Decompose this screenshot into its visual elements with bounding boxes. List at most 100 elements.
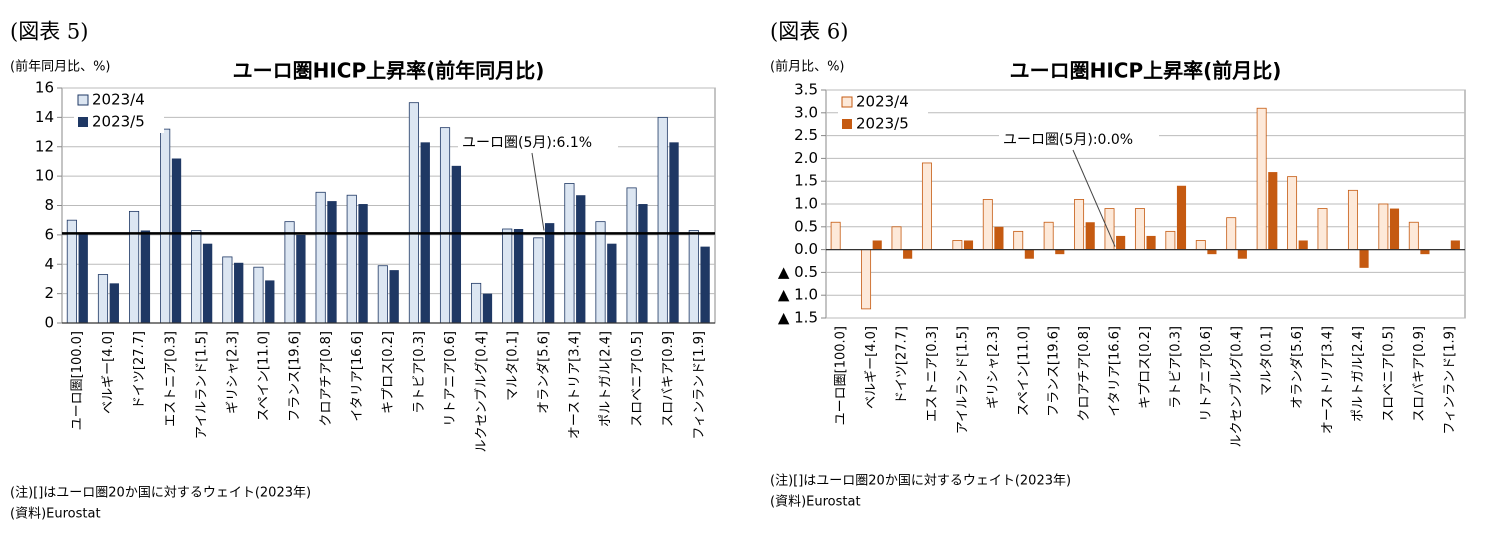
bar: [346, 194, 357, 324]
legend-bg: [74, 111, 164, 133]
x-tick-label: ベルギー[4.0]: [864, 326, 879, 409]
bar: [1055, 249, 1065, 255]
bar: [1043, 221, 1054, 251]
bar: [1378, 203, 1389, 250]
y-tick-label: 6: [44, 225, 54, 243]
x-tick-label: ギリシャ[2.3]: [986, 326, 1001, 409]
source: (資料)Eurostat: [10, 507, 101, 522]
x-tick-label: エストニア[0.3]: [925, 326, 940, 422]
x-tick-label: アイルランド[1.5]: [194, 331, 209, 439]
bar: [1359, 249, 1369, 268]
annotation-arrow: [531, 152, 545, 231]
bar: [1256, 107, 1267, 250]
x-tick-label: リトアニア[0.6]: [443, 331, 458, 427]
y-tick-label: ▲ 1.5: [778, 309, 818, 327]
bar: [994, 226, 1004, 250]
x-tick-label: オーストリア[3.4]: [568, 331, 583, 439]
y-tick-label: 3.0: [794, 103, 818, 121]
x-tick-label: キプロス[0.2]: [381, 331, 396, 414]
x-tick-label: キプロス[0.2]: [1138, 326, 1153, 409]
bar: [1104, 208, 1115, 250]
bar: [451, 165, 462, 323]
legend-bg: [838, 113, 928, 135]
bar: [377, 265, 388, 324]
x-tick-label: オーストリア[3.4]: [1321, 326, 1336, 434]
y-tick-label: 10: [35, 167, 54, 185]
bar: [1085, 222, 1095, 250]
bar: [688, 230, 699, 324]
bar: [1134, 208, 1145, 250]
x-tick-label: スロバキア[0.9]: [1412, 326, 1427, 422]
bar: [544, 223, 555, 323]
y-tick-label: 0.5: [794, 217, 818, 235]
legend-label: 2023/4: [856, 93, 909, 111]
x-tick-label: ルクセンブルグ[0.4]: [473, 331, 489, 452]
y-tick-label: 1.5: [794, 172, 818, 190]
x-tick-label: スペイン[11.0]: [1016, 326, 1031, 416]
bar: [296, 234, 306, 323]
bar: [129, 210, 140, 324]
y-tick-label: 4: [44, 255, 54, 273]
x-tick-label: スロベニア[0.5]: [1381, 326, 1396, 422]
x-tick-label: イタリア[16.6]: [1108, 326, 1123, 417]
y-tick-label: 0: [44, 314, 54, 332]
chart-title: ユーロ圏HICP上昇率(前月比): [1010, 59, 1282, 83]
bar: [1408, 221, 1419, 251]
y-tick-label: 16: [35, 79, 54, 97]
x-tick-label: フランス[19.6]: [288, 331, 303, 422]
bar: [66, 219, 77, 324]
bar: [265, 280, 275, 323]
bar: [471, 282, 482, 324]
bar: [389, 270, 399, 323]
bar: [638, 204, 648, 323]
x-tick-label: ルクセンブルグ[0.4]: [1228, 326, 1244, 447]
x-tick-label: ユーロ圏[100.0]: [70, 331, 85, 430]
x-tick-label: アイルランド[1.5]: [955, 326, 970, 434]
note: (注)[]はユーロ圏20か国に対するウェイト(2023年): [770, 474, 1071, 489]
bar: [439, 127, 451, 324]
x-tick-label: ギリシャ[2.3]: [226, 331, 241, 414]
x-tick-label: スペイン[11.0]: [257, 331, 272, 421]
bar: [921, 162, 932, 251]
annotation-arrow: [1072, 149, 1116, 247]
y-tick-label: 14: [35, 108, 54, 126]
bar: [222, 256, 233, 324]
bar: [861, 249, 872, 310]
bar: [284, 221, 295, 324]
x-tick-label: イタリア[16.6]: [350, 331, 365, 422]
bar: [607, 243, 617, 323]
bar: [1176, 185, 1187, 250]
annotation: ユーロ圏(5月):6.1%: [462, 135, 592, 151]
x-tick-label: ラトビア[0.3]: [1168, 326, 1183, 409]
bar: [1024, 249, 1034, 259]
bar: [358, 204, 368, 323]
bar: [576, 195, 586, 323]
bar: [830, 221, 841, 251]
bar: [1013, 230, 1024, 251]
bar: [595, 221, 606, 324]
bar: [408, 102, 419, 324]
bar: [482, 293, 493, 323]
bar: [191, 230, 202, 324]
bar: [1165, 230, 1176, 251]
x-tick-label: ドイツ[27.7]: [132, 331, 147, 409]
bar: [502, 228, 513, 324]
figure-label: (図表 5): [10, 20, 88, 44]
bar: [160, 128, 171, 324]
y-tick-label: 8: [44, 196, 54, 214]
x-tick-label: オランダ[5.6]: [1290, 326, 1305, 409]
y-axis-label: (前月比、%): [770, 59, 845, 75]
y-tick-label: ▲ 0.5: [778, 263, 818, 281]
legend-swatch: [842, 119, 852, 129]
legend-label: 2023/5: [92, 113, 145, 131]
bar: [253, 266, 264, 324]
bar: [952, 240, 963, 250]
y-tick-label: 12: [35, 137, 54, 155]
x-tick-label: スロベニア[0.5]: [630, 331, 645, 427]
x-tick-label: フィンランド[1.9]: [692, 331, 707, 440]
legend-swatch: [78, 117, 88, 127]
x-tick-label: ベルギー[4.0]: [101, 331, 116, 414]
bar: [963, 240, 974, 250]
bar: [657, 116, 668, 324]
bar: [700, 246, 710, 323]
